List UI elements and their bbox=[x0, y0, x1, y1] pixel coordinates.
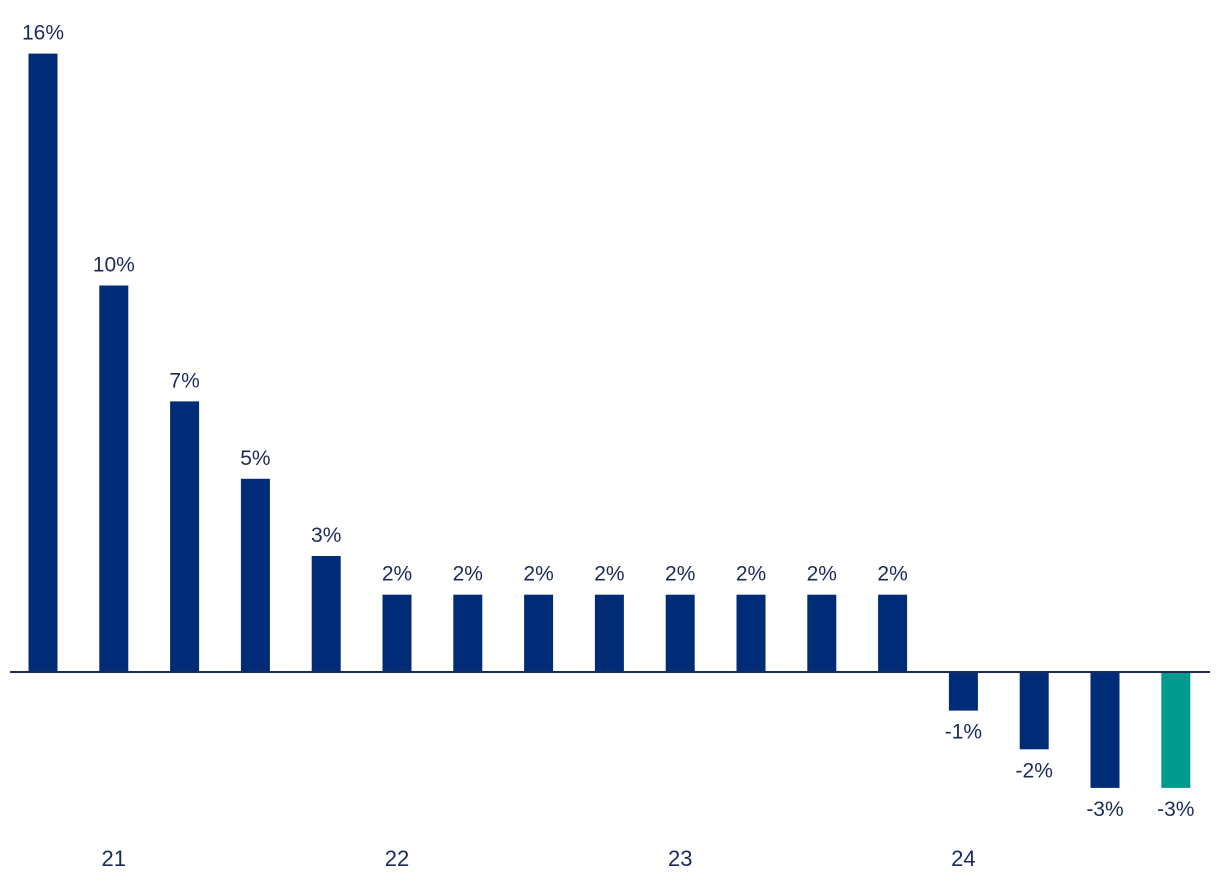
bar-value-label-3: 7% bbox=[169, 369, 199, 392]
bar-8 bbox=[524, 594, 554, 672]
bar-value-label-1: 16% bbox=[22, 22, 64, 45]
bar-17 bbox=[1161, 672, 1191, 788]
bar-4 bbox=[240, 478, 270, 673]
bar-value-label-2: 10% bbox=[93, 254, 135, 277]
x-tick-label-24: 24 bbox=[951, 846, 975, 871]
bar-value-label-13: 2% bbox=[877, 563, 907, 586]
bar-value-label-16: -3% bbox=[1086, 798, 1123, 821]
bar-value-label-15: -2% bbox=[1016, 759, 1053, 782]
x-tick-label-23: 23 bbox=[668, 846, 692, 871]
bar-value-label-12: 2% bbox=[807, 563, 837, 586]
bar-value-label-11: 2% bbox=[736, 563, 766, 586]
bar-11 bbox=[736, 594, 766, 672]
bar-2 bbox=[99, 285, 129, 672]
bar-16 bbox=[1090, 672, 1120, 788]
bar-12 bbox=[807, 594, 837, 672]
bar-13 bbox=[878, 594, 908, 672]
bar-7 bbox=[453, 594, 483, 672]
bar-value-label-6: 2% bbox=[382, 563, 412, 586]
bar-value-label-7: 2% bbox=[453, 563, 483, 586]
bar-10 bbox=[665, 594, 695, 672]
bar-1 bbox=[28, 53, 58, 673]
bar-14 bbox=[948, 672, 978, 711]
bar-9 bbox=[594, 594, 624, 672]
bar-value-label-8: 2% bbox=[523, 563, 553, 586]
bar-value-label-14: -1% bbox=[945, 721, 982, 744]
bar-value-label-5: 3% bbox=[311, 524, 341, 547]
bar-6 bbox=[382, 594, 412, 672]
bar-value-label-17: -3% bbox=[1157, 798, 1194, 821]
bar-value-label-4: 5% bbox=[240, 447, 270, 470]
bar-value-label-9: 2% bbox=[594, 563, 624, 586]
bar-value-label-10: 2% bbox=[665, 563, 695, 586]
bar-5 bbox=[311, 556, 341, 672]
x-tick-labels-group: 21 22 23 24 bbox=[102, 846, 976, 871]
bar-15 bbox=[1019, 672, 1049, 750]
x-tick-label-22: 22 bbox=[385, 846, 409, 871]
bar-3 bbox=[170, 401, 200, 672]
x-tick-label-21: 21 bbox=[102, 846, 126, 871]
bars-group bbox=[28, 53, 1191, 788]
value-labels-group: 16% 10% 7% 5% 3% 2% 2% 2% 2% 2% 2% 2% 2% -1% -2% -3% -3% bbox=[22, 22, 1194, 821]
